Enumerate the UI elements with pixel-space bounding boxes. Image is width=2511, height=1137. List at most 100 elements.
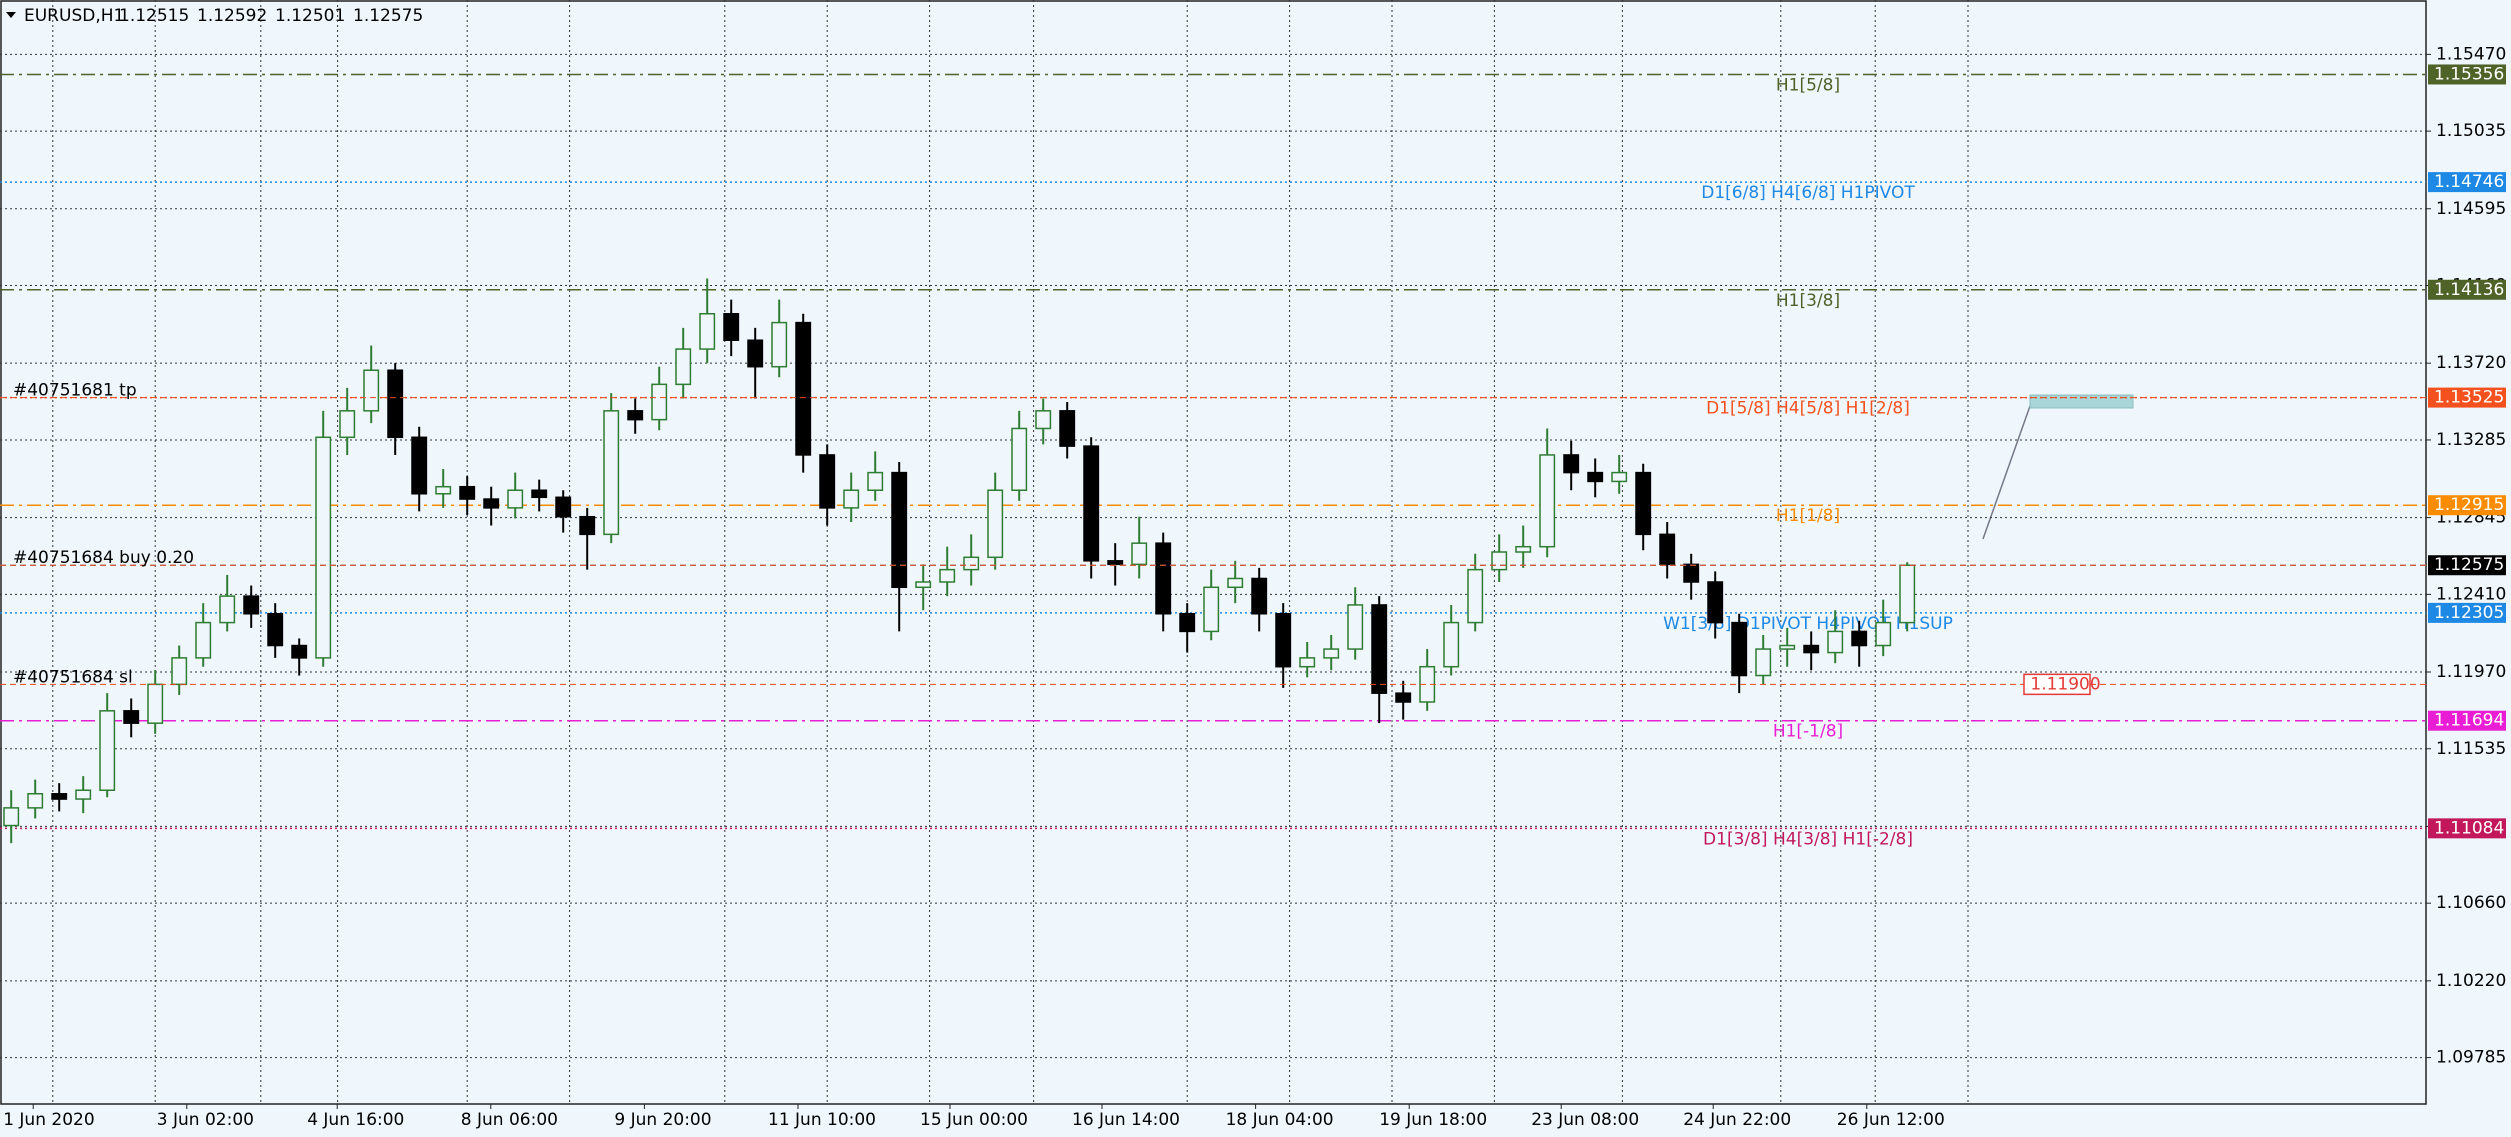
candle-body — [1875, 621, 1892, 647]
price-box — [2428, 818, 2506, 839]
y-tick-label: 1.11535 — [2436, 739, 2506, 759]
candle-body — [555, 496, 572, 518]
candle-body — [1779, 644, 1796, 650]
candle-body — [795, 321, 812, 456]
candle-body — [579, 515, 596, 536]
candle-body — [51, 793, 68, 800]
candle-body — [867, 471, 884, 491]
price-box — [2428, 555, 2506, 576]
candle-body — [435, 485, 452, 495]
candle-body — [1371, 604, 1388, 694]
price-box-label: 1.14136 — [2434, 280, 2504, 300]
candle-body — [1107, 560, 1124, 566]
candle-body — [387, 369, 404, 439]
candle-body — [1491, 551, 1508, 571]
level-name: H1[1/8] — [1776, 506, 1840, 526]
candle-body — [1275, 613, 1292, 668]
x-tick-label: 19 Jun 18:00 — [1379, 1110, 1487, 1130]
header-value: 1.12515 — [119, 6, 189, 26]
candle-body — [987, 489, 1004, 559]
price-box — [2428, 495, 2506, 516]
x-tick-label: 11 Jun 10:00 — [768, 1110, 876, 1130]
candle-body — [243, 595, 260, 615]
y-tick-label: 1.11970 — [2436, 662, 2506, 682]
candle-body — [219, 595, 236, 624]
order-price-box — [2023, 673, 2091, 696]
candle-body — [939, 568, 956, 583]
candle-body — [195, 621, 212, 659]
candle-body — [699, 313, 716, 350]
candle-body — [75, 789, 92, 800]
price-box — [2428, 387, 2506, 408]
candle-body — [891, 471, 908, 589]
candle-body — [915, 581, 932, 589]
level-name: H1[-1/8] — [1773, 722, 1843, 742]
y-tick-label: 1.12410 — [2436, 584, 2506, 604]
x-tick-label: 3 Jun 02:00 — [157, 1110, 254, 1130]
price-box-label: 1.12915 — [2434, 495, 2504, 515]
candle-body — [1563, 454, 1580, 474]
candle-body — [1323, 648, 1340, 659]
header-value: 1.12575 — [353, 6, 423, 26]
price-box-label: 1.14746 — [2434, 172, 2504, 192]
candle-body — [3, 807, 20, 827]
candle-body — [507, 489, 524, 509]
x-tick-label: 8 Jun 06:00 — [461, 1110, 558, 1130]
candle-body — [123, 710, 140, 724]
candle-body — [1851, 630, 1868, 647]
price-box — [2428, 279, 2506, 300]
y-tick-label: 1.10660 — [2436, 893, 2506, 913]
x-tick-label: 23 Jun 08:00 — [1531, 1110, 1639, 1130]
candle-body — [1467, 568, 1484, 624]
level-name: H1[3/8] — [1776, 291, 1840, 311]
current-price-label: 1.12575 — [2434, 555, 2504, 575]
candle-body — [267, 613, 284, 647]
candle-body — [315, 436, 332, 659]
price-box — [2428, 64, 2506, 85]
candle-body — [1443, 621, 1460, 668]
price-box-label: 1.15356 — [2434, 64, 2504, 84]
order-label: #40751684 sl — [13, 667, 133, 687]
y-tick-label: 1.13720 — [2436, 353, 2506, 373]
menu-arrow — [6, 12, 16, 18]
candle-body — [747, 339, 764, 368]
candle-body — [27, 793, 44, 809]
candle-body — [363, 369, 380, 412]
candle-body — [1011, 427, 1028, 491]
candle-body — [675, 348, 692, 386]
header-value: 1.12592 — [197, 6, 267, 26]
candle-body — [171, 657, 188, 686]
x-tick-label: 1 Jun 2020 — [3, 1110, 94, 1130]
symbol: EURUSD,H1 — [24, 6, 124, 26]
y-tick-label: 1.14595 — [2436, 199, 2506, 219]
candle-body — [1539, 454, 1556, 548]
y-tick-label: 1.13285 — [2436, 430, 2506, 450]
candle-body — [411, 436, 428, 495]
candle-body — [843, 489, 860, 509]
price-box-label: 1.11084 — [2434, 818, 2504, 838]
x-tick-label: 24 Jun 22:00 — [1683, 1110, 1791, 1130]
candle-body — [771, 321, 788, 368]
order-label: #40751684 buy 0.20 — [13, 548, 194, 568]
candle-body — [1083, 445, 1100, 562]
candle-body — [1395, 692, 1412, 703]
candle-body — [1179, 613, 1196, 633]
price-box — [2428, 710, 2506, 731]
trade-line — [1982, 405, 2031, 540]
candle-body — [1587, 471, 1604, 483]
candle-body — [1755, 648, 1772, 677]
candle-body — [1515, 545, 1532, 553]
candle-body — [483, 498, 500, 509]
x-tick-label: 16 Jun 14:00 — [1072, 1110, 1180, 1130]
candle-body — [1227, 577, 1244, 589]
candle-body — [1611, 471, 1628, 483]
plot-frame — [0, 0, 2427, 1105]
price-box-label: 1.13525 — [2434, 388, 2504, 408]
candle-body — [459, 485, 476, 500]
price-box-label: 1.12305 — [2434, 603, 2504, 623]
candle-body — [1347, 604, 1364, 650]
candle-body — [627, 410, 644, 421]
x-tick-label: 18 Jun 04:00 — [1226, 1110, 1334, 1130]
